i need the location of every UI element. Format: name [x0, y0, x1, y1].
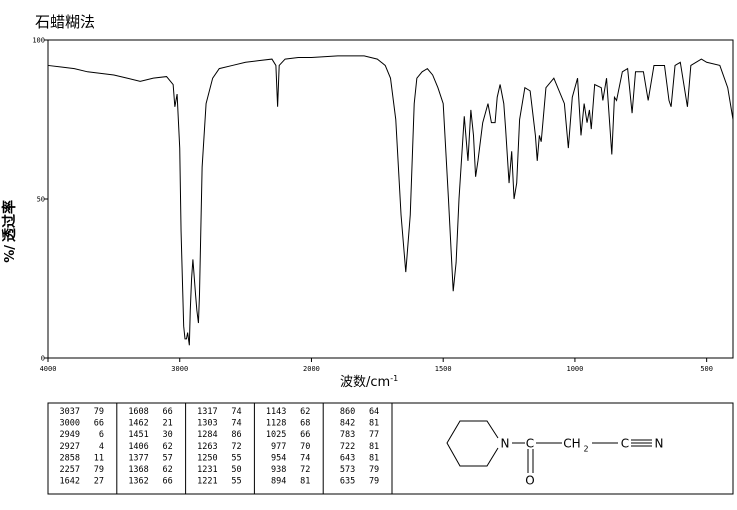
x-axis-label-text: 波数/cm — [340, 375, 390, 390]
peak-wavenumber: 1221 — [197, 477, 217, 487]
atom: CH — [563, 437, 580, 451]
structure-bonds — [446, 420, 652, 473]
peak-transmittance: 55 — [231, 477, 241, 487]
peak-wavenumber: 1025 — [266, 430, 286, 440]
peak-transmittance: 62 — [300, 407, 310, 417]
peak-wavenumber: 1317 — [197, 407, 217, 417]
spectrum-line — [47, 55, 734, 346]
peak-transmittance: 86 — [231, 430, 241, 440]
x-tick-label: 1500 — [435, 365, 452, 373]
x-tick-label: 3000 — [171, 365, 188, 373]
atom: C — [621, 437, 629, 451]
peak-wavenumber: 2949 — [60, 430, 80, 440]
peak-wavenumber: 894 — [271, 477, 286, 487]
ring — [446, 420, 499, 467]
peak-wavenumber: 842 — [340, 419, 355, 429]
peak-transmittance: 30 — [163, 430, 173, 440]
peak-wavenumber: 977 — [271, 442, 286, 452]
peak-transmittance: 50 — [231, 465, 241, 475]
peak-wavenumber: 783 — [340, 430, 355, 440]
chart-title: 石蜡糊法 — [35, 13, 95, 31]
atom-subscript: 2 — [583, 445, 588, 454]
peak-wavenumber: 1608 — [128, 407, 148, 417]
peak-transmittance: 77 — [369, 430, 379, 440]
peak-wavenumber: 1368 — [128, 465, 148, 475]
peak-wavenumber: 860 — [340, 407, 355, 417]
peak-wavenumber: 722 — [340, 442, 355, 452]
peak-transmittance: 57 — [163, 453, 173, 463]
peak-transmittance: 66 — [163, 407, 173, 417]
peak-transmittance: 81 — [369, 419, 379, 429]
peak-wavenumber: 2927 — [60, 442, 80, 452]
x-tick-label: 500 — [700, 365, 713, 373]
peak-transmittance: 55 — [231, 453, 241, 463]
atom: N — [501, 437, 510, 451]
peak-transmittance: 81 — [300, 477, 310, 487]
peak-transmittance: 4 — [99, 442, 104, 452]
peak-wavenumber: 1231 — [197, 465, 217, 475]
peak-wavenumber: 1303 — [197, 419, 217, 429]
peak-transmittance: 79 — [94, 407, 104, 417]
peak-wavenumber: 2257 — [60, 465, 80, 475]
y-axis-unit: %/ — [3, 245, 18, 263]
x-tick-label: 4000 — [40, 365, 57, 373]
peak-wavenumber: 643 — [340, 453, 355, 463]
atom: O — [525, 474, 534, 488]
peak-wavenumber: 1642 — [60, 477, 80, 487]
x-axis-label: 波数/cm-1 — [340, 374, 398, 390]
y-axis-label: 透过率 — [1, 200, 18, 242]
peak-wavenumber: 954 — [271, 453, 286, 463]
peak-transmittance: 72 — [231, 442, 241, 452]
peak-transmittance: 74 — [231, 419, 241, 429]
peak-transmittance: 79 — [369, 477, 379, 487]
x-tick-label: 2000 — [303, 365, 320, 373]
peak-wavenumber: 1263 — [197, 442, 217, 452]
peak-wavenumber: 2858 — [60, 453, 80, 463]
peak-wavenumber: 1462 — [128, 419, 148, 429]
peak-wavenumber: 3037 — [60, 407, 80, 417]
peak-transmittance: 66 — [94, 419, 104, 429]
peak-transmittance: 27 — [94, 477, 104, 487]
peak-transmittance: 79 — [369, 465, 379, 475]
table-frame — [47, 402, 734, 495]
y-tick-label: 0 — [41, 355, 45, 363]
peak-wavenumber: 1128 — [266, 419, 286, 429]
peak-transmittance: 74 — [231, 407, 241, 417]
peak-transmittance: 62 — [163, 465, 173, 475]
peak-wavenumber: 635 — [340, 477, 355, 487]
peak-wavenumber: 938 — [271, 465, 286, 475]
peak-transmittance: 74 — [300, 453, 310, 463]
peak-transmittance: 62 — [163, 442, 173, 452]
x-tick-label: 1000 — [566, 365, 583, 373]
y-tick-label: 50 — [37, 196, 45, 204]
peak-transmittance: 81 — [369, 442, 379, 452]
peak-wavenumber: 573 — [340, 465, 355, 475]
atom: N — [655, 437, 664, 451]
plot-frame — [47, 39, 734, 359]
x-axis-label-sup: -1 — [390, 374, 398, 383]
peak-transmittance: 70 — [300, 442, 310, 452]
peak-wavenumber: 1143 — [266, 407, 286, 417]
peak-transmittance: 11 — [94, 453, 104, 463]
peak-transmittance: 21 — [163, 419, 173, 429]
peak-wavenumber: 1362 — [128, 477, 148, 487]
peak-transmittance: 6 — [99, 430, 104, 440]
peak-wavenumber: 1284 — [197, 430, 217, 440]
peak-wavenumber: 1406 — [128, 442, 148, 452]
peak-wavenumber: 1377 — [128, 453, 148, 463]
peak-transmittance: 64 — [369, 407, 379, 417]
atom: C — [526, 437, 534, 451]
peak-transmittance: 66 — [163, 477, 173, 487]
peak-transmittance: 81 — [369, 453, 379, 463]
peak-transmittance: 66 — [300, 430, 310, 440]
peak-transmittance: 72 — [300, 465, 310, 475]
y-tick-label: 100 — [32, 37, 45, 45]
peak-transmittance: 68 — [300, 419, 310, 429]
peak-wavenumber: 1451 — [128, 430, 148, 440]
peak-wavenumber: 1250 — [197, 453, 217, 463]
peak-transmittance: 79 — [94, 465, 104, 475]
peak-wavenumber: 3000 — [60, 419, 80, 429]
